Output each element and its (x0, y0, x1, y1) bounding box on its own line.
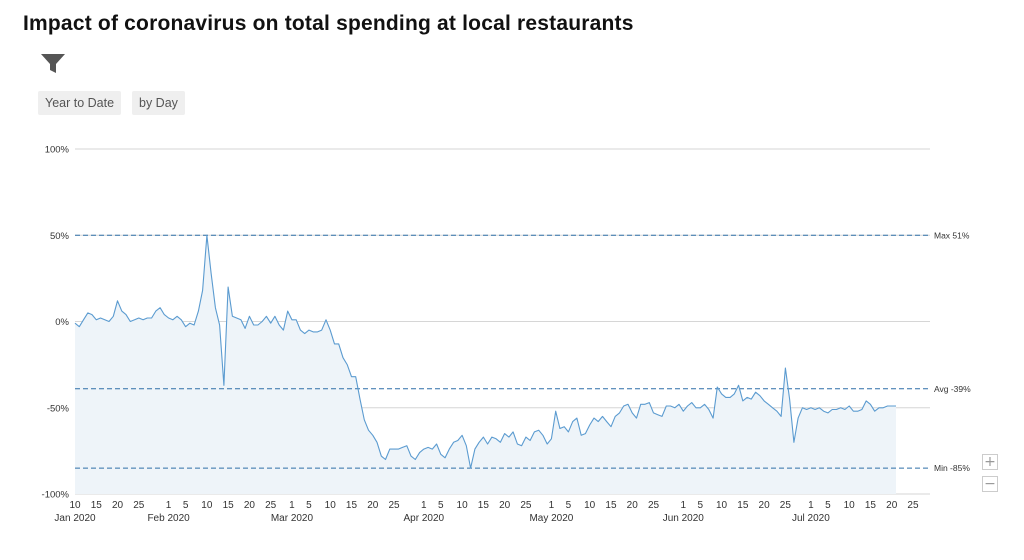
x-tick-label: 5 (566, 500, 572, 511)
x-tick-label: 15 (478, 500, 490, 511)
series-line (74, 234, 896, 469)
by-day-button[interactable]: by Day (132, 91, 185, 115)
x-tick-label: 10 (69, 500, 81, 511)
x-tick-label: 5 (438, 500, 444, 511)
month-label: Apr 2020 (404, 513, 445, 524)
y-tick-label: 0% (55, 317, 69, 328)
reference-label: Min -85% (934, 463, 970, 473)
x-tick-label: 20 (367, 500, 379, 511)
x-tick-label: 1 (808, 500, 814, 511)
x-tick-label: 10 (584, 500, 596, 511)
month-label: Jun 2020 (663, 513, 705, 524)
x-tick-label: 1 (166, 500, 172, 511)
x-tick-label: 25 (648, 500, 660, 511)
x-tick-label: 5 (183, 500, 189, 511)
zoom-in-button[interactable]: + (982, 454, 998, 470)
page-title: Impact of coronavirus on total spending … (23, 12, 634, 35)
x-tick-label: 10 (201, 500, 213, 511)
area-fill (75, 235, 896, 495)
reference-label: Max 51% (934, 230, 970, 240)
x-tick-label: 1 (421, 500, 427, 511)
x-tick-label: 15 (865, 500, 877, 511)
zoom-out-button[interactable]: − (982, 476, 998, 492)
y-tick-label: -100% (42, 490, 70, 501)
month-label: Mar 2020 (271, 513, 314, 524)
year-to-date-button[interactable]: Year to Date (38, 91, 122, 115)
x-tick-label: 25 (907, 500, 919, 511)
x-tick-label: 25 (780, 500, 792, 511)
y-tick-label: -50% (47, 403, 70, 414)
series-line-path (74, 234, 896, 469)
y-axis-ticks: 100% 50% 0% -50% -100% (42, 145, 70, 501)
month-label: Jan 2020 (54, 513, 96, 524)
x-tick-label: 15 (91, 500, 103, 511)
x-tick-label: 5 (698, 500, 704, 511)
x-tick-label: 5 (306, 500, 312, 511)
x-tick-label: 25 (133, 500, 145, 511)
x-tick-label: 20 (244, 500, 256, 511)
reference-label: Avg -39% (934, 384, 971, 394)
x-tick-label: 20 (627, 500, 639, 511)
x-tick-label: 20 (759, 500, 771, 511)
x-tick-label: 25 (388, 500, 400, 511)
month-label: Feb 2020 (147, 513, 190, 524)
x-tick-label: 10 (844, 500, 856, 511)
filter-icon[interactable] (40, 53, 66, 75)
x-tick-label: 20 (112, 500, 124, 511)
y-tick-label: 50% (50, 231, 70, 242)
reference-lines: Max 51% Avg -39% Min -85% (75, 230, 971, 473)
x-tick-label: 10 (716, 500, 728, 511)
x-tick-label: 5 (825, 500, 831, 511)
x-tick-label: 10 (457, 500, 469, 511)
x-tick-label: 15 (605, 500, 617, 511)
x-tick-label: 20 (499, 500, 511, 511)
x-tick-label: 15 (737, 500, 749, 511)
x-tick-label: 1 (681, 500, 687, 511)
y-tick-label: 100% (45, 145, 70, 156)
x-tick-label: 25 (265, 500, 277, 511)
month-label: Jul 2020 (792, 513, 830, 524)
x-tick-label: 25 (520, 500, 532, 511)
x-tick-label: 20 (886, 500, 898, 511)
x-tick-label: 10 (325, 500, 337, 511)
x-tick-label: 1 (289, 500, 295, 511)
x-tick-label: 1 (549, 500, 555, 511)
x-tick-label: 15 (223, 500, 235, 511)
x-tick-label: 15 (346, 500, 358, 511)
series-area (75, 235, 896, 495)
month-label: May 2020 (529, 513, 573, 524)
